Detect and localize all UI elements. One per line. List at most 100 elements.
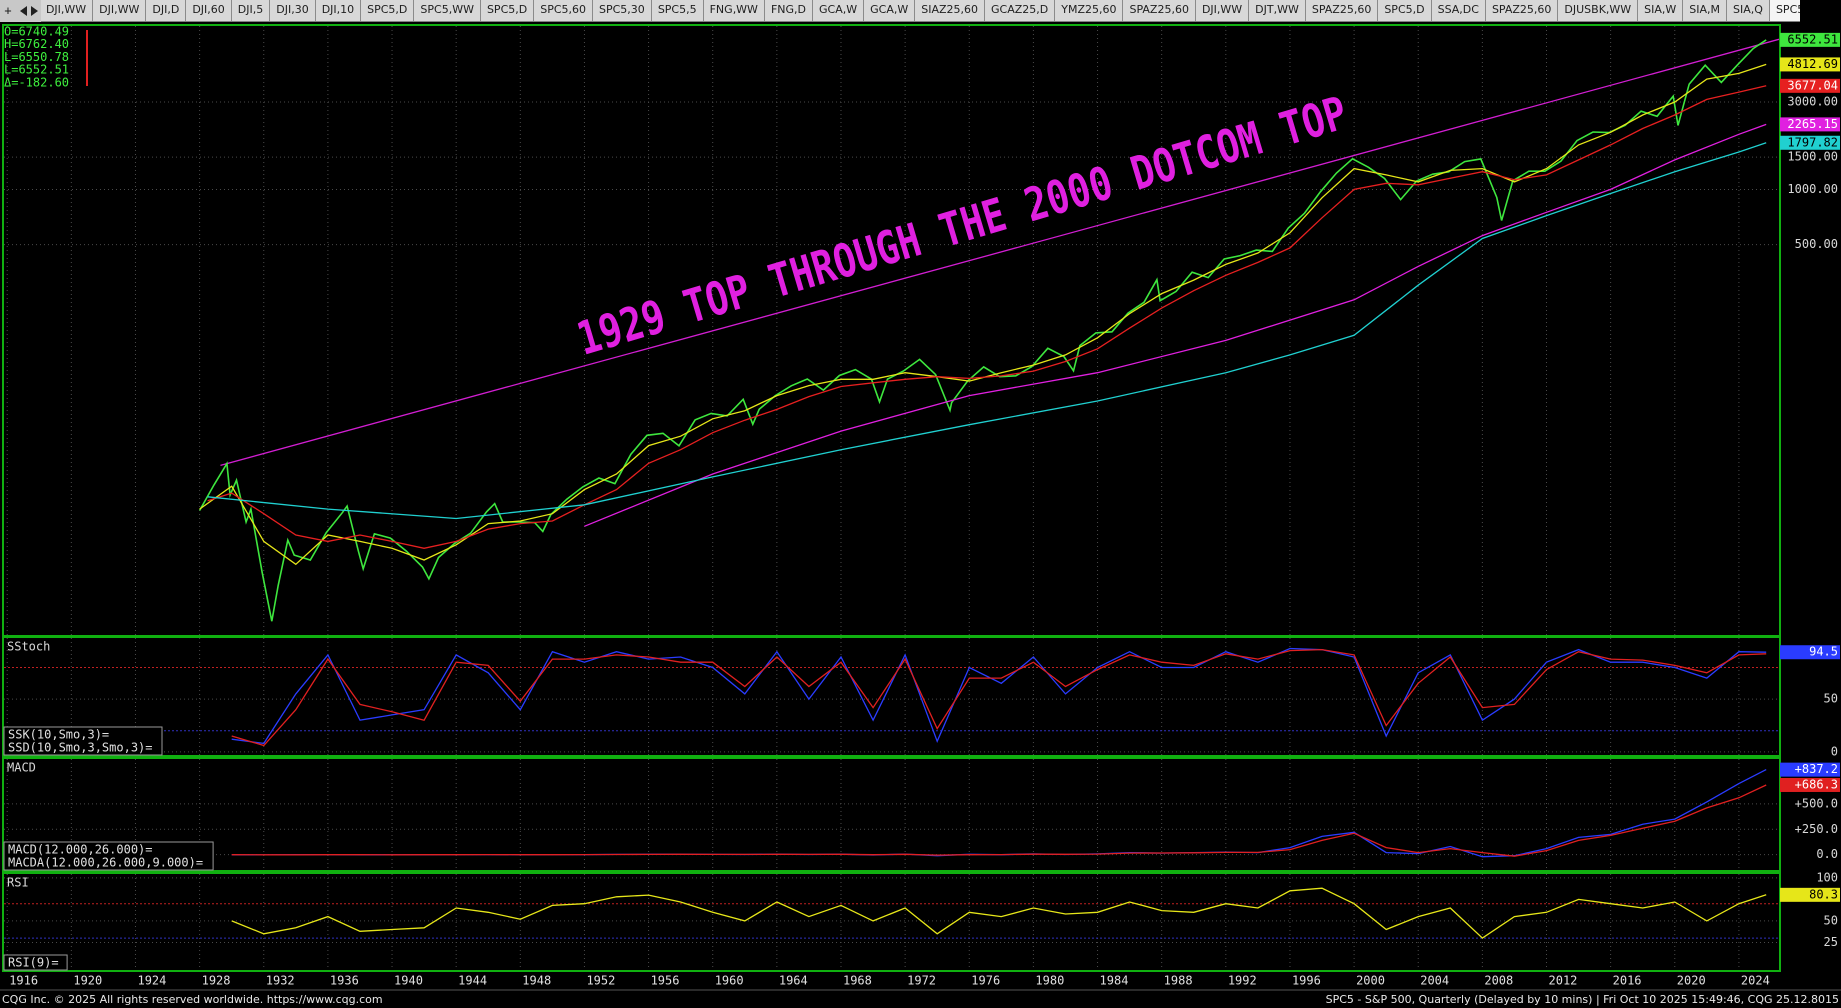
- chart-window: 500.001000.001500.003000.006552.514812.6…: [0, 22, 1841, 1008]
- x-tick-label: 1940: [394, 974, 423, 988]
- chart-tab[interactable]: SIA,M: [1683, 0, 1728, 21]
- panel: [4, 26, 1779, 635]
- y-tick-label: 0: [1831, 744, 1838, 758]
- chart-tab[interactable]: SPC5,D: [361, 0, 415, 21]
- chart-tab[interactable]: YMZ25,60: [1055, 0, 1124, 21]
- series-line: [207, 142, 1767, 520]
- chart-tab[interactable]: SIAZ25,60: [915, 0, 985, 21]
- x-tick-label: 2024: [1741, 974, 1770, 988]
- chart-tab[interactable]: SPC5,D: [480, 0, 535, 21]
- x-tick-label: 1980: [1035, 974, 1064, 988]
- x-tick-label: 1964: [779, 974, 808, 988]
- axis-tag-label: 80.3: [1809, 887, 1838, 901]
- y-tick-label: 50: [1824, 692, 1838, 706]
- axis-tag-label: 2265.15: [1787, 117, 1838, 131]
- chart-tab[interactable]: DJI,D: [146, 0, 187, 21]
- panel-title: RSI: [7, 876, 29, 890]
- panel-title: SStoch: [7, 640, 50, 654]
- y-tick-label: 3000.00: [1787, 95, 1838, 109]
- chart-tab[interactable]: SPAZ25,60: [1485, 0, 1559, 21]
- chart-tab[interactable]: SPC5,5: [651, 0, 704, 21]
- legend-entry: SSK(10,Smo,3)=: [8, 728, 109, 742]
- axis-tag: [1780, 762, 1840, 777]
- chart-tab[interactable]: DJI,WW: [1195, 0, 1250, 21]
- x-tick-label: 1996: [1292, 974, 1321, 988]
- x-tick-label: 1916: [9, 974, 38, 988]
- axis-tag: [1780, 78, 1840, 93]
- footer-left: CQG Inc. © 2025 All rights reserved worl…: [2, 993, 383, 1006]
- legend-box: [3, 954, 68, 971]
- series-line: [207, 85, 1767, 549]
- x-tick-label: 1932: [266, 974, 295, 988]
- chart-tab[interactable]: SPAZ25,60: [1305, 0, 1379, 21]
- chart-tab[interactable]: SIA,Q: [1727, 0, 1770, 21]
- chart-tab[interactable]: SPC5,60: [534, 0, 594, 21]
- x-tick-label: 1976: [971, 974, 1000, 988]
- scroll-left[interactable]: [20, 6, 27, 16]
- series-line: [231, 887, 1767, 939]
- legend-entry: RSI(9)=: [8, 956, 59, 970]
- readout-line: O=6740.49: [4, 25, 69, 39]
- chart-tab[interactable]: DJI,60: [186, 0, 232, 21]
- readout-line: L=6552.51: [4, 63, 69, 77]
- y-tick-label: 25: [1824, 935, 1838, 949]
- chart-tab[interactable]: SSA,DC: [1431, 0, 1486, 21]
- chart-tab[interactable]: SPC5,D: [1378, 0, 1432, 21]
- readout-line: Δ=-182.60: [4, 75, 69, 89]
- x-tick-label: 2008: [1484, 974, 1513, 988]
- y-tick-label: 500.00: [1795, 237, 1838, 251]
- x-tick-label: 1956: [651, 974, 680, 988]
- background: [0, 22, 1841, 1008]
- panel-title: MACD: [7, 761, 36, 775]
- chart-tab[interactable]: DJI,WW: [39, 0, 94, 21]
- legend-entry: MACDA(12.000,26.000,9.000)=: [8, 856, 203, 870]
- chart-tab[interactable]: GCA,W: [813, 0, 865, 21]
- axis-tag: [1780, 777, 1840, 792]
- x-tick-label: 1924: [137, 974, 166, 988]
- axis-tag-label: 3677.04: [1787, 78, 1838, 92]
- chart-tab[interactable]: SPC5,QQ: [1769, 0, 1800, 21]
- chart-tab[interactable]: DJI,30: [270, 0, 316, 21]
- x-tick-label: 1952: [586, 974, 615, 988]
- x-tick-label: 1988: [1164, 974, 1193, 988]
- y-tick-label: +500.0: [1795, 796, 1838, 810]
- readout-line: H=6762.40: [4, 37, 69, 51]
- x-tick-label: 1968: [843, 974, 872, 988]
- axis-tag-label: +837.2: [1795, 762, 1838, 776]
- legend-entry: SSD(10,Smo,3,Smo,3)=: [8, 741, 153, 755]
- y-tick-label: 1500.00: [1787, 150, 1838, 164]
- new-tab-button[interactable]: +: [4, 4, 11, 18]
- chart-tab[interactable]: FNG,D: [764, 0, 813, 21]
- chart-tab[interactable]: DJI,WW: [93, 0, 147, 21]
- chart-tab[interactable]: DJUSBK,WW: [1558, 0, 1639, 21]
- chart-tab[interactable]: DJT,WW: [1249, 0, 1306, 21]
- chart-tab[interactable]: SPAZ25,60: [1123, 0, 1196, 21]
- chart-tab[interactable]: SPC5,WW: [414, 0, 481, 21]
- x-tick-label: 1972: [907, 974, 936, 988]
- axis-tag-label: 4812.69: [1787, 57, 1838, 71]
- chart-tab[interactable]: DJI,5: [231, 0, 271, 21]
- panel: [4, 638, 1779, 755]
- x-tick-label: 1948: [522, 974, 551, 988]
- x-tick-label: 2012: [1549, 974, 1578, 988]
- axis-tag: [1780, 32, 1840, 47]
- y-tick-label: 1000.00: [1787, 182, 1838, 196]
- axis-tag: [1780, 57, 1840, 72]
- chart-tab[interactable]: GCA,W: [864, 0, 916, 21]
- x-tick-label: 1992: [1228, 974, 1257, 988]
- series-line: [584, 123, 1767, 527]
- chart-tab[interactable]: GCAZ25,D: [985, 0, 1056, 21]
- chart-tab[interactable]: DJI,10: [315, 0, 362, 21]
- x-tick-label: 1960: [715, 974, 744, 988]
- y-tick-label: +250.0: [1795, 822, 1838, 836]
- chart-tab[interactable]: SIA,W: [1638, 0, 1684, 21]
- chart-tab[interactable]: FNG,WW: [703, 0, 765, 21]
- axis-tag: [1780, 887, 1840, 902]
- x-tick-label: 1920: [73, 974, 102, 988]
- chart-tab[interactable]: SPC5,30: [593, 0, 652, 21]
- scroll-right[interactable]: [31, 6, 38, 16]
- trendline: [220, 38, 1779, 466]
- panel: [4, 874, 1779, 970]
- tab-controls: +: [0, 0, 41, 22]
